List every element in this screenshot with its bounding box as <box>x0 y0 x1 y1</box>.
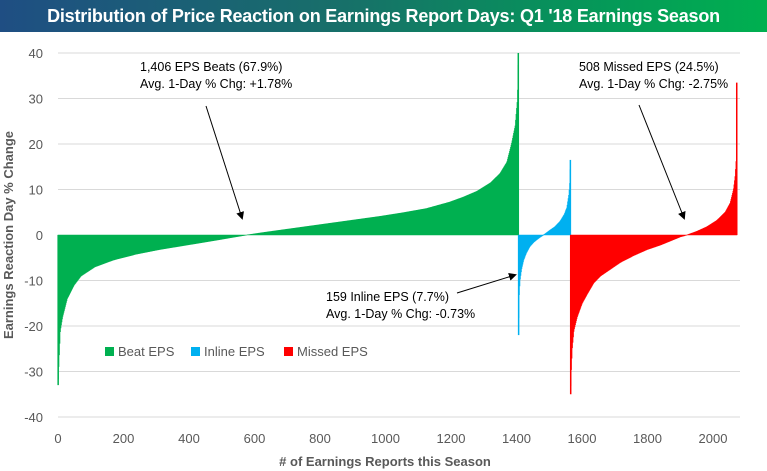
annotation-inline-arrow <box>456 272 517 294</box>
x-tick-label: 600 <box>244 431 266 446</box>
x-tick-label: 1400 <box>502 431 531 446</box>
x-axis-title: # of Earnings Reports this Season <box>279 454 491 469</box>
annotation-beat-arrow <box>205 105 244 220</box>
y-axis-title: Earnings Reaction Day % Change <box>1 131 16 339</box>
y-tick-label: 30 <box>29 92 43 107</box>
annotation-missed-line1: 508 Missed EPS (24.5%) <box>579 60 719 74</box>
x-tick-label: 1000 <box>371 431 400 446</box>
x-tick-label: 400 <box>178 431 200 446</box>
y-tick-label: -10 <box>24 274 43 289</box>
x-tick-label: 200 <box>113 431 135 446</box>
area-missed-eps <box>570 119 738 387</box>
chart-title: Distribution of Price Reaction on Earnin… <box>47 5 720 26</box>
x-tick-label: 1200 <box>437 431 466 446</box>
y-tick-label: 0 <box>36 228 43 243</box>
gridlines <box>58 52 740 418</box>
x-tick-label: 2000 <box>699 431 728 446</box>
annotation-missed-arrow <box>638 104 686 220</box>
area-beat-eps <box>57 65 519 380</box>
annotation-beat-line1: 1,406 EPS Beats (67.9%) <box>140 60 282 74</box>
annotation-inline-line2: Avg. 1-Day % Chg: -0.73% <box>326 307 475 321</box>
x-tick-label: 1800 <box>633 431 662 446</box>
annotation-inline: 159 Inline EPS (7.7%) Avg. 1-Day % Chg: … <box>326 272 517 321</box>
legend: Beat EPS Inline EPS Missed EPS <box>105 344 368 359</box>
y-tick-label: 40 <box>29 46 43 61</box>
x-tick-labels: 0 200 400 600 800 1000 1200 1400 1600 1800 2000 <box>54 431 727 446</box>
y-tick-label: -30 <box>24 365 43 380</box>
y-tick-label: -40 <box>24 410 43 425</box>
annotation-missed-line2: Avg. 1-Day % Chg: -2.75% <box>579 77 728 91</box>
series-areas <box>57 53 738 395</box>
annotation-beat: 1,406 EPS Beats (67.9%) Avg. 1-Day % Chg… <box>140 60 292 220</box>
legend-label-missed: Missed EPS <box>297 344 368 359</box>
legend-label-inline: Inline EPS <box>204 344 265 359</box>
y-tick-labels: 40 30 20 10 0 -10 -20 -30 -40 <box>24 46 43 425</box>
legend-label-beat: Beat EPS <box>118 344 175 359</box>
legend-item-beat: Beat EPS <box>105 344 175 359</box>
legend-swatch-missed <box>284 347 293 356</box>
x-tick-label: 0 <box>54 431 61 446</box>
legend-item-inline: Inline EPS <box>191 344 265 359</box>
chart-title-bar: Distribution of Price Reaction on Earnin… <box>0 0 767 32</box>
x-tick-label: 1600 <box>568 431 597 446</box>
legend-swatch-inline <box>191 347 200 356</box>
annotation-inline-line1: 159 Inline EPS (7.7%) <box>326 290 449 304</box>
legend-swatch-beat <box>105 347 114 356</box>
series-missed-eps <box>569 82 738 395</box>
annotation-missed: 508 Missed EPS (24.5%) Avg. 1-Day % Chg:… <box>579 60 728 220</box>
series-beat-eps <box>57 53 520 386</box>
annotation-beat-line2: Avg. 1-Day % Chg: +1.78% <box>140 77 292 91</box>
series-inline-eps <box>517 159 572 336</box>
area-inline-eps <box>518 169 571 318</box>
x-tick-label: 800 <box>309 431 331 446</box>
y-tick-label: -20 <box>24 319 43 334</box>
legend-item-missed: Missed EPS <box>284 344 368 359</box>
y-tick-label: 20 <box>29 137 43 152</box>
y-tick-label: 10 <box>29 183 43 198</box>
